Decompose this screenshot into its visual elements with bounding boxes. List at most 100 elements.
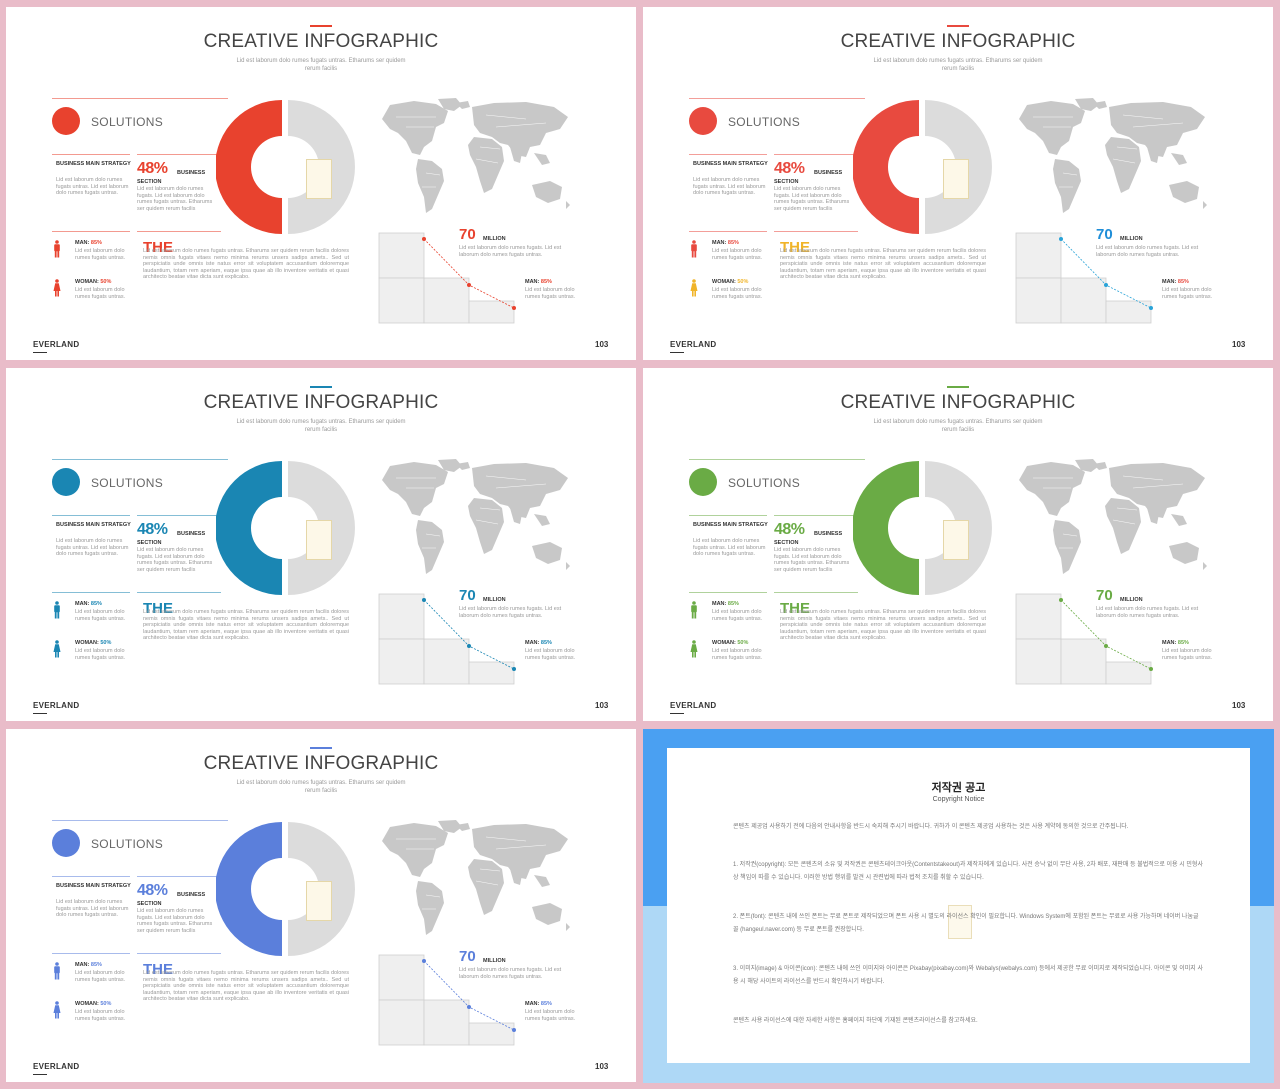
woman-label: WOMAN: 50% xyxy=(75,1001,112,1007)
million-label: MILLION xyxy=(1120,597,1143,603)
percent-value: 48% xyxy=(774,521,805,538)
donut-chart xyxy=(216,822,355,956)
section-label: SECTION xyxy=(137,179,162,185)
brand-underline xyxy=(670,352,684,353)
business-label: BUSINESS xyxy=(814,170,843,176)
the-heading: THE xyxy=(143,600,173,617)
section-label: SECTION xyxy=(774,179,799,185)
title-accent-bar xyxy=(947,386,969,388)
watermark-logo xyxy=(943,159,969,199)
man-icon xyxy=(54,962,60,980)
notice-copyright-paragraph: 1. 저작권(copyright): 모든 콘텐츠의 소유 및 저작권은 콘텐츠… xyxy=(733,862,1203,881)
donut-chart xyxy=(853,461,992,595)
brand-name: EVERLAND xyxy=(33,701,80,710)
section-text: Lid est laborum dolo rumes fugats. Lid e… xyxy=(137,186,213,212)
slide-subtitle: Lid est laborum dolo rumes fugats untras… xyxy=(236,419,406,433)
trend-point xyxy=(1059,237,1063,241)
section-text: Lid est laborum dolo rumes fugats. Lid e… xyxy=(774,186,850,212)
divider xyxy=(689,515,767,516)
trend-point xyxy=(512,1028,516,1032)
slide-subtitle: Lid est laborum dolo rumes fugats untras… xyxy=(873,58,1043,72)
strategy-text: Lid est laborum dolo rumes fugats untras… xyxy=(56,899,129,919)
woman-label: WOMAN: 50% xyxy=(75,640,112,646)
page-number: 103 xyxy=(1232,340,1246,349)
brand-underline xyxy=(670,713,684,714)
divider xyxy=(689,98,865,99)
the-text: Lid est laborum dolo rumes fugats untras… xyxy=(143,248,349,281)
strategy-label: BUSINESS MAIN STRATEGY xyxy=(56,161,131,167)
woman-icon xyxy=(53,640,61,658)
million-label: MILLION xyxy=(483,236,506,242)
woman-text: Lid est laborum dolo rumes fugats untras… xyxy=(75,648,126,661)
solutions-label: SOLUTIONS xyxy=(728,115,801,129)
title-accent-bar xyxy=(310,386,332,388)
the-heading: THE xyxy=(780,600,810,617)
woman-icon xyxy=(53,1001,61,1019)
notice-intro: 콘텐츠 제공업 사용하기 전에 다음의 안내사항을 반드시 숙지해 주시기 바랍… xyxy=(733,824,1129,830)
world-map xyxy=(1019,98,1207,213)
trend-point xyxy=(422,959,426,963)
million-text: Lid est laborum dolo rumes fugats. Lid e… xyxy=(459,245,562,258)
donut-chart xyxy=(216,100,355,234)
million-text: Lid est laborum dolo rumes fugats. Lid e… xyxy=(1096,606,1199,619)
section-text: Lid est laborum dolo rumes fugats. Lid e… xyxy=(137,547,213,573)
divider xyxy=(52,953,130,954)
section-label: SECTION xyxy=(137,901,162,907)
trend-point xyxy=(1149,667,1153,671)
donut-chart xyxy=(216,461,355,595)
million-value: 70 xyxy=(459,587,476,604)
strategy-text: Lid est laborum dolo rumes fugats untras… xyxy=(693,538,766,558)
trend-point xyxy=(1104,644,1108,648)
million-label: MILLION xyxy=(483,958,506,964)
chart-man-label: MAN: 85% xyxy=(1162,640,1189,646)
strategy-label: BUSINESS MAIN STRATEGY xyxy=(56,883,131,889)
chart-man-text: Lid est laborum dolo rumes fugats untras… xyxy=(1162,648,1213,661)
divider xyxy=(774,154,858,155)
woman-icon xyxy=(690,640,698,658)
divider xyxy=(137,953,221,954)
divider xyxy=(137,154,221,155)
man-text: Lid est laborum dolo rumes fugats untras… xyxy=(712,248,763,261)
solutions-dot xyxy=(52,107,80,135)
title-accent-bar xyxy=(310,25,332,27)
slide-subtitle: Lid est laborum dolo rumes fugats untras… xyxy=(236,780,406,794)
the-text: Lid est laborum dolo rumes fugats untras… xyxy=(780,609,986,642)
business-label: BUSINESS xyxy=(177,531,206,537)
woman-text: Lid est laborum dolo rumes fugats untras… xyxy=(712,648,763,661)
world-map xyxy=(382,820,570,935)
world-map xyxy=(1019,459,1207,574)
slide-title: CREATIVE INFOGRAPHIC xyxy=(203,31,439,52)
million-text: Lid est laborum dolo rumes fugats. Lid e… xyxy=(1096,245,1199,258)
trend-point xyxy=(467,1005,471,1009)
brand-name: EVERLAND xyxy=(33,1062,80,1071)
divider xyxy=(52,515,130,516)
chart-man-text: Lid est laborum dolo rumes fugats untras… xyxy=(525,648,576,661)
business-label: BUSINESS xyxy=(177,892,206,898)
chart-man-label: MAN: 85% xyxy=(525,1001,552,1007)
divider xyxy=(137,231,221,232)
section-label: SECTION xyxy=(137,540,162,546)
brand-name: EVERLAND xyxy=(33,340,80,349)
copyright-notice-panel: 저작권 공고 Copyright Notice 콘텐츠 제공업 사용하기 전에 … xyxy=(643,729,1274,1083)
trend-point xyxy=(422,598,426,602)
million-value: 70 xyxy=(1096,587,1113,604)
the-text: Lid est laborum dolo rumes fugats untras… xyxy=(780,248,986,281)
step-line-chart xyxy=(378,593,516,685)
brand-name: EVERLAND xyxy=(670,701,717,710)
title-accent-bar xyxy=(310,747,332,749)
divider xyxy=(52,592,130,593)
infographic-slide-4: CREATIVE INFOGRAPHIC Lid est laborum dol… xyxy=(643,368,1273,721)
solutions-dot xyxy=(689,468,717,496)
million-label: MILLION xyxy=(1120,236,1143,242)
page-number: 103 xyxy=(595,340,609,349)
divider xyxy=(774,592,858,593)
step-line-chart xyxy=(378,232,516,324)
woman-text: Lid est laborum dolo rumes fugats untras… xyxy=(75,287,126,300)
trend-point xyxy=(512,667,516,671)
percent-value: 48% xyxy=(774,160,805,177)
divider xyxy=(689,592,767,593)
million-text: Lid est laborum dolo rumes fugats. Lid e… xyxy=(459,606,562,619)
business-label: BUSINESS xyxy=(177,170,206,176)
brand-name: EVERLAND xyxy=(670,340,717,349)
million-value: 70 xyxy=(459,948,476,965)
